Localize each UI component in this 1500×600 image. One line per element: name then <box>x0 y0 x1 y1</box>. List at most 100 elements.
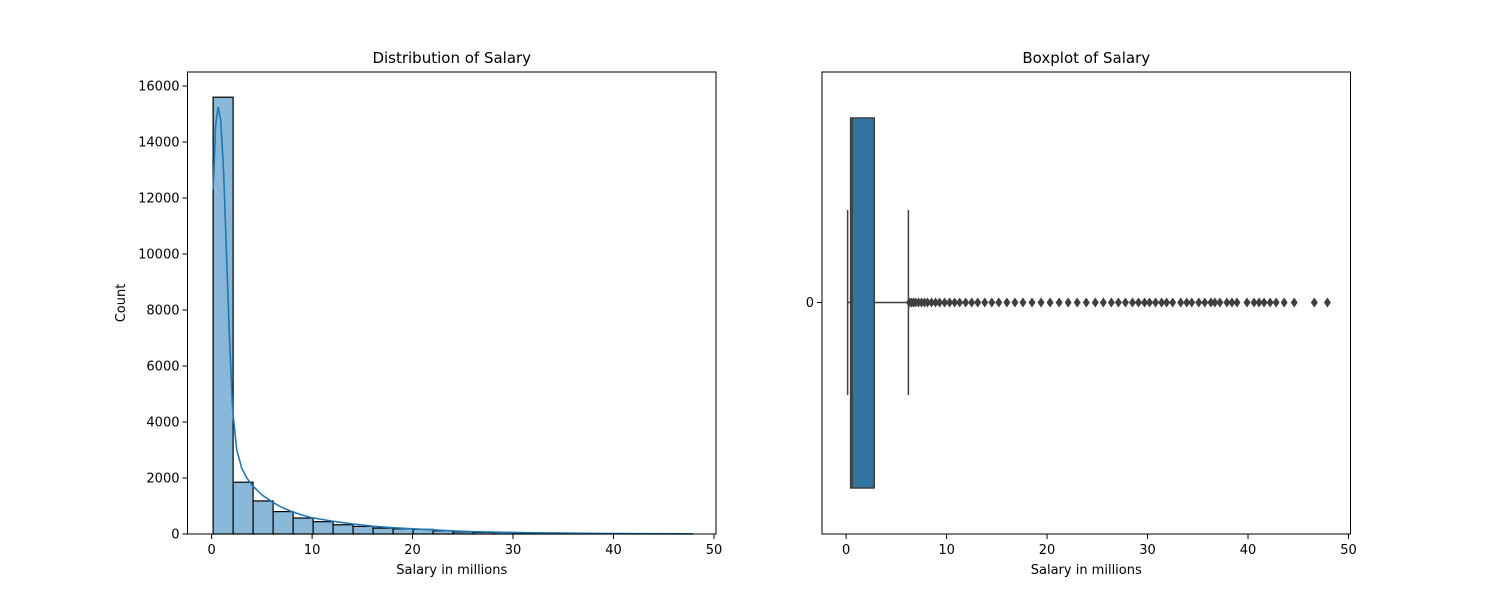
outlier-point <box>1019 297 1027 308</box>
outlier-point <box>1183 297 1191 308</box>
outlier-point <box>1003 297 1011 308</box>
outlier-point <box>974 297 982 308</box>
x-tick-label: 0 <box>207 543 215 558</box>
outlier-point <box>1223 297 1231 308</box>
x-tick-label: 40 <box>605 543 622 558</box>
x-tick-label: 0 <box>842 543 850 558</box>
outlier-point <box>1260 297 1268 308</box>
outlier-point <box>1028 297 1036 308</box>
outlier-point <box>1146 297 1154 308</box>
histogram-axes-frame <box>187 71 717 535</box>
outlier-point <box>1272 297 1280 308</box>
outlier-point <box>1255 297 1263 308</box>
boxplot-panel: 0 10 20 30 40 50 0 Boxplot of Salary Salary i… <box>806 49 1357 578</box>
x-tick-label: 10 <box>304 543 321 558</box>
histogram-x-ticks: 0 10 20 30 40 50 <box>207 534 722 558</box>
outlier-point <box>1121 297 1129 308</box>
histogram-bar <box>252 500 274 535</box>
outlier-point <box>1128 297 1136 308</box>
histogram-bar <box>272 511 294 535</box>
histogram-bar <box>352 525 374 535</box>
y-tick-label: 10000 <box>138 248 179 263</box>
y-tick-label: 0 <box>171 528 179 543</box>
outlier-point <box>1141 297 1149 308</box>
histogram-title: Distribution of Salary <box>372 49 531 67</box>
outlier-point <box>1201 297 1209 308</box>
outlier-point <box>1046 297 1054 308</box>
y-tick-label: 16000 <box>138 80 179 95</box>
x-tick-label: 50 <box>1340 543 1357 558</box>
outlier-point <box>1250 297 1258 308</box>
histogram-bar <box>232 481 254 535</box>
y-tick-label: 4000 <box>146 416 179 431</box>
x-tick-label: 30 <box>505 543 522 558</box>
y-tick-label: 14000 <box>138 136 179 151</box>
y-tick-label: 6000 <box>146 360 179 375</box>
outlier-point <box>932 297 940 308</box>
histogram-bar <box>332 524 354 535</box>
outlier-point <box>981 297 989 308</box>
histogram-bar <box>372 527 394 535</box>
y-tick-label: 2000 <box>146 472 179 487</box>
outlier-point <box>1228 297 1236 308</box>
y-tick-label: 12000 <box>138 192 179 207</box>
boxplot-x-axis-label: Salary in millions <box>1031 563 1142 578</box>
x-tick-label: 50 <box>706 543 723 558</box>
x-tick-label: 20 <box>1039 543 1056 558</box>
outlier-point <box>1107 297 1115 308</box>
histogram-x-axis-label: Salary in millions <box>396 563 507 578</box>
x-tick-label: 30 <box>1139 543 1156 558</box>
boxplot-outliers <box>905 297 1331 308</box>
x-tick-label: 10 <box>938 543 955 558</box>
x-tick-label: 20 <box>404 543 421 558</box>
outlier-point <box>1064 297 1072 308</box>
outlier-point <box>1211 297 1219 308</box>
outlier-point <box>1082 297 1090 308</box>
outlier-point <box>923 297 931 308</box>
outlier-point <box>1073 297 1081 308</box>
interquartile-box <box>849 117 875 489</box>
outlier-point <box>1011 297 1019 308</box>
histogram-y-ticks: 0 2000 4000 6000 8000 10000 12000 14000 16000 <box>138 80 188 543</box>
outlier-point <box>1177 297 1185 308</box>
outlier-point <box>946 297 954 308</box>
outlier-point <box>1290 297 1298 308</box>
outlier-point <box>928 297 936 308</box>
outlier-point <box>1114 297 1122 308</box>
kde-curve <box>212 106 693 535</box>
outlier-point <box>1169 297 1177 308</box>
outlier-point <box>1323 297 1331 308</box>
outlier-point <box>951 297 959 308</box>
outlier-point <box>1216 297 1224 308</box>
outlier-point <box>1233 297 1241 308</box>
outlier-point <box>1055 297 1063 308</box>
y-tick-label: 0 <box>806 296 814 311</box>
boxplot-y-ticks: 0 <box>806 296 822 311</box>
outlier-point <box>1188 297 1196 308</box>
outlier-point <box>1310 297 1318 308</box>
histogram-bars <box>212 96 694 535</box>
outlier-point <box>1266 297 1274 308</box>
outlier-point <box>1134 297 1142 308</box>
histogram-panel: 0 10 20 30 40 50 0 2000 4000 6000 8000 10000 12000 1… <box>114 49 722 578</box>
boxplot-x-ticks: 0 10 20 30 40 50 <box>842 534 1357 558</box>
boxplot-title: Boxplot of Salary <box>1022 49 1150 67</box>
outlier-point <box>1152 297 1160 308</box>
histogram-bar <box>312 521 334 535</box>
boxplot-elements <box>846 117 910 489</box>
x-tick-label: 40 <box>1240 543 1257 558</box>
outlier-point <box>988 297 996 308</box>
outlier-point <box>962 297 970 308</box>
histogram-y-axis-label: Count <box>114 284 129 323</box>
outlier-point <box>968 297 976 308</box>
histogram-bar <box>292 517 314 535</box>
outlier-point <box>1195 297 1203 308</box>
outlier-point <box>1280 297 1288 308</box>
outlier-point <box>1163 297 1171 308</box>
outlier-point <box>1207 297 1215 308</box>
outlier-point <box>1243 297 1251 308</box>
outlier-point <box>995 297 1003 308</box>
outlier-point <box>1099 297 1107 308</box>
y-tick-label: 8000 <box>146 304 179 319</box>
